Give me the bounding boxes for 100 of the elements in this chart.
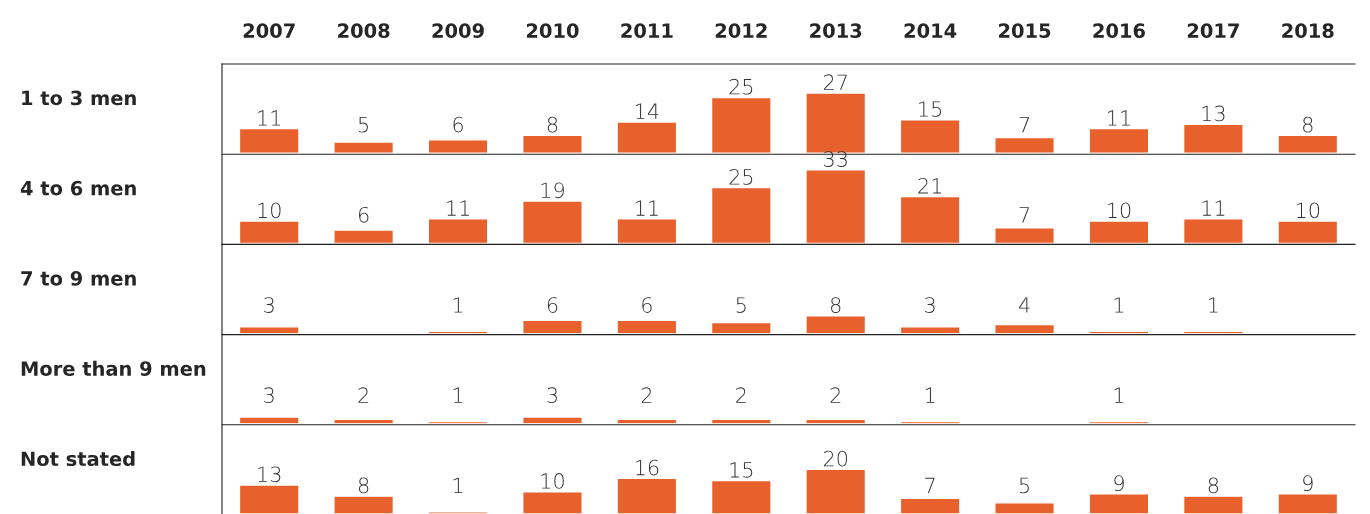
data-label: 11 [1107, 110, 1130, 126]
data-label: 1 [925, 387, 935, 403]
data-label: 6 [359, 206, 369, 223]
bar [899, 195, 961, 244]
text: Not stated [21, 451, 135, 467]
data-label: 20 [823, 450, 848, 467]
data-label: 3 [547, 387, 557, 404]
data-label: 14 [635, 103, 659, 119]
data-label: 13 [1202, 105, 1225, 122]
x-tick-label: 2013 [810, 23, 862, 39]
data-label: 15 [730, 462, 753, 478]
bar [522, 134, 583, 154]
data-label: 7 [925, 477, 935, 493]
bar [1182, 218, 1244, 244]
data-label: 9 [1303, 475, 1313, 492]
data-label: 5 [1019, 477, 1029, 494]
bar [899, 497, 961, 514]
bar [238, 127, 300, 154]
bar [994, 227, 1055, 244]
x-tick-label: 2014 [904, 23, 957, 39]
data-label: 6 [642, 297, 652, 313]
data-label: 8 [831, 297, 841, 313]
data-label: 8 [358, 477, 369, 494]
data-label: 10 [1107, 202, 1131, 219]
data-label: 7 [1019, 207, 1029, 223]
x-tick-label: 2009 [432, 23, 484, 39]
bar [238, 326, 300, 334]
bar [1182, 495, 1244, 514]
data-label: 25 [729, 78, 753, 95]
bar [899, 326, 961, 334]
data-label: 3 [264, 387, 274, 404]
bar [994, 502, 1055, 514]
text: More than 9 men [21, 360, 206, 376]
bar [1277, 220, 1339, 244]
bar [427, 218, 489, 244]
bar [710, 96, 772, 154]
x-tick-label: 2018 [1282, 23, 1334, 39]
data-label: 11 [635, 200, 658, 216]
bar [522, 319, 583, 334]
bar [994, 323, 1055, 334]
bar [710, 479, 772, 514]
data-label: 10 [1296, 202, 1320, 219]
x-tick-label: 2010 [526, 23, 579, 39]
x-tick-label: 2012 [715, 23, 767, 39]
x-tick-label: 2016 [1093, 23, 1145, 39]
x-tick-label: 2011 [621, 23, 673, 39]
data-label: 2 [830, 387, 841, 403]
data-label: 1 [1114, 387, 1124, 403]
bar [1277, 134, 1339, 154]
text: 7 to 9 men [21, 271, 136, 286]
data-label: 13 [258, 466, 281, 483]
text: 1 to 3 men [22, 90, 136, 106]
bar [899, 119, 961, 154]
data-label: 15 [919, 101, 942, 117]
data-label: 7 [1019, 117, 1029, 133]
bar [805, 315, 867, 334]
data-label: 33 [824, 151, 847, 167]
data-label: 21 [918, 177, 941, 194]
bar [333, 141, 395, 154]
data-label: 8 [1303, 116, 1313, 133]
data-label: 2 [358, 387, 369, 403]
data-label: 10 [541, 473, 564, 489]
data-label: 4 [1018, 297, 1030, 313]
bar [522, 491, 583, 514]
data-label: 11 [447, 200, 469, 216]
x-tick-label: 2007 [243, 23, 295, 39]
bar [1088, 220, 1150, 244]
data-label: 11 [1202, 200, 1225, 216]
bar [1182, 123, 1244, 154]
data-label: 10 [258, 202, 281, 219]
bar [522, 200, 583, 244]
data-label: 9 [1114, 475, 1124, 492]
data-label: 19 [541, 182, 564, 199]
x-tick-label: 2008 [338, 23, 390, 39]
x-tick-label: 2017 [1187, 23, 1239, 39]
data-label: 3 [925, 297, 935, 313]
text: 4 to 6 men [20, 180, 136, 196]
bar [333, 495, 395, 514]
bar [1088, 127, 1150, 154]
data-label: 27 [823, 74, 847, 90]
data-label: 5 [359, 117, 368, 133]
bar [238, 220, 300, 244]
bar [616, 121, 678, 154]
bar [1277, 493, 1339, 514]
data-label: 3 [264, 297, 274, 313]
data-label: 1 [453, 477, 463, 493]
bar [238, 484, 300, 514]
data-label: 11 [258, 110, 281, 126]
data-label: 16 [635, 459, 659, 476]
data-label: 1 [1209, 297, 1218, 313]
bar [616, 477, 678, 514]
bar [710, 186, 772, 244]
data-label: 5 [736, 297, 746, 313]
bar [333, 229, 395, 244]
bar [805, 468, 867, 514]
data-label: 1 [1114, 297, 1124, 313]
bar [616, 319, 678, 334]
data-label: 8 [1208, 477, 1219, 494]
data-label: 1 [453, 297, 463, 313]
data-label: 6 [453, 116, 463, 133]
